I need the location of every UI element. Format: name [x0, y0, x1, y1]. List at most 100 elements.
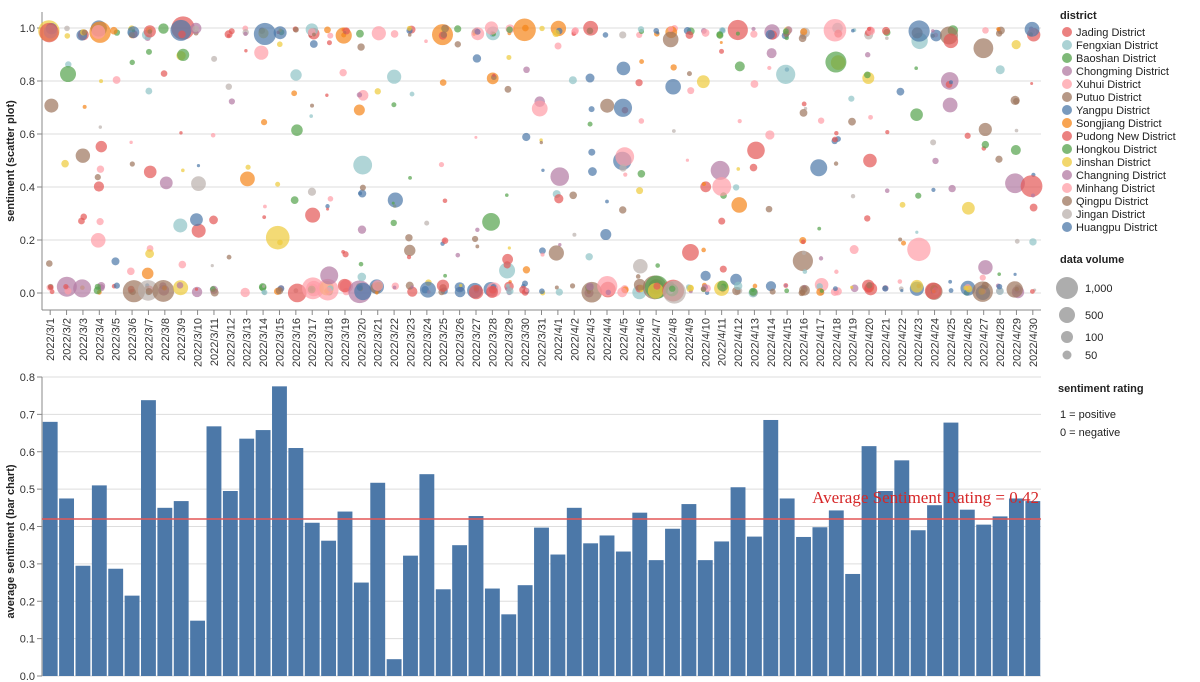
scatter-point — [143, 165, 157, 179]
scatter-point — [995, 155, 1003, 163]
size-legend-label: 1,000 — [1085, 283, 1113, 295]
scatter-point — [899, 201, 906, 208]
bar — [222, 490, 238, 676]
scatter-y-tick-label: 0.8 — [20, 76, 35, 88]
scatter-point — [588, 167, 597, 176]
scatter-point — [586, 27, 594, 35]
scatter-point — [64, 25, 70, 32]
scatter-point — [662, 280, 686, 304]
scatter-point — [948, 184, 956, 193]
scatter-point — [145, 87, 153, 95]
scatter-point — [176, 282, 184, 289]
scatter-point — [225, 83, 232, 90]
scatter-x-tick-label: 2022/3/7 — [143, 318, 155, 361]
scatter-point — [636, 187, 644, 195]
scatter-x-tick-label: 2022/3/10 — [193, 318, 205, 367]
scatter-x-tick-label: 2022/4/29 — [1011, 318, 1023, 367]
scatter-point — [507, 246, 511, 250]
scatter-x-tick-label: 2022/3/30 — [520, 318, 532, 367]
scatter-point — [943, 33, 959, 49]
scatter-point — [767, 65, 772, 71]
scatter-point — [554, 285, 559, 290]
bar — [124, 595, 140, 676]
scatter-point — [342, 27, 350, 35]
scatter-point — [327, 196, 334, 202]
scatter-point — [931, 29, 935, 33]
scatter-point — [263, 204, 267, 209]
size-legend-label: 100 — [1085, 332, 1103, 344]
scatter-point — [995, 30, 1003, 37]
size-legend-title: data volume — [1060, 254, 1124, 266]
scatter-point — [885, 130, 890, 135]
scatter-point — [240, 171, 255, 187]
scatter-point — [978, 122, 992, 137]
scatter-x-tick-label: 2022/4/17 — [815, 318, 827, 367]
scatter-point — [158, 23, 169, 34]
scatter-point — [474, 28, 481, 35]
scatter-point — [506, 54, 512, 60]
scatter-point — [964, 132, 971, 139]
scatter-point — [63, 284, 69, 290]
scatter-point — [637, 26, 645, 33]
scatter-point — [639, 59, 645, 64]
scatter-point — [539, 140, 544, 145]
scatter-point — [667, 26, 674, 32]
scatter-point — [310, 103, 315, 108]
scatter-point — [475, 227, 480, 232]
scatter-point — [550, 167, 570, 186]
scatter-point — [568, 76, 577, 85]
scatter-point — [424, 39, 428, 44]
scatter-x-tick-label: 2022/4/4 — [602, 318, 614, 361]
scatter-point — [337, 278, 352, 293]
scatter-point — [602, 32, 609, 38]
scatter-point — [96, 165, 105, 173]
scatter-x-tick-label: 2022/3/19 — [340, 318, 352, 367]
bar — [435, 589, 451, 676]
scatter-point — [443, 273, 447, 278]
bar-y-tick-label: 0.8 — [20, 372, 35, 384]
scatter-point — [152, 280, 175, 302]
scatter-point — [539, 138, 543, 142]
scatter-x-tick-label: 2022/3/3 — [78, 318, 90, 361]
scatter-point — [439, 79, 447, 86]
scatter-point — [407, 33, 412, 37]
scatter-point — [209, 215, 218, 225]
bar — [141, 400, 156, 676]
scatter-plot: 0.0 0.2 0.4 0.6 0.8 1.0 sentiment (scatter plo… — [5, 12, 1043, 367]
scatter-point — [277, 239, 283, 246]
scatter-point — [539, 25, 545, 32]
scatter-x-tick-label: 2022/3/13 — [242, 318, 254, 367]
legend-swatch — [1062, 157, 1072, 167]
bar — [534, 527, 549, 676]
bar — [157, 507, 173, 676]
scatter-point — [619, 206, 627, 214]
scatter-point — [981, 140, 990, 149]
scatter-point — [930, 29, 942, 42]
scatter-point — [312, 32, 316, 37]
scatter-point — [924, 282, 942, 300]
scatter-point — [506, 287, 514, 295]
scatter-x-tick-label: 2022/3/6 — [127, 318, 139, 361]
scatter-point — [716, 31, 724, 38]
scatter-point — [569, 283, 576, 289]
scatter-point — [243, 31, 248, 37]
scatter-point — [832, 286, 838, 292]
scatter-point — [454, 41, 461, 48]
scatter-point — [863, 71, 871, 79]
scatter-x-tick-label: 2022/4/23 — [913, 318, 925, 367]
scatter-point — [848, 95, 855, 102]
scatter-x-tick-label: 2022/3/14 — [258, 318, 270, 367]
scatter-point — [170, 19, 192, 41]
scatter-point — [638, 118, 645, 124]
bar — [566, 507, 582, 676]
scatter-point — [505, 283, 510, 288]
scatter-point — [834, 130, 839, 136]
scatter-point — [798, 34, 807, 43]
bar-y-tick-label: 0.7 — [20, 409, 35, 421]
scatter-point — [792, 250, 813, 272]
scatter-point — [996, 287, 1004, 296]
scatter-point — [930, 139, 937, 146]
scatter-point — [159, 176, 173, 190]
scatter-point — [240, 287, 250, 298]
scatter-point — [192, 25, 200, 33]
